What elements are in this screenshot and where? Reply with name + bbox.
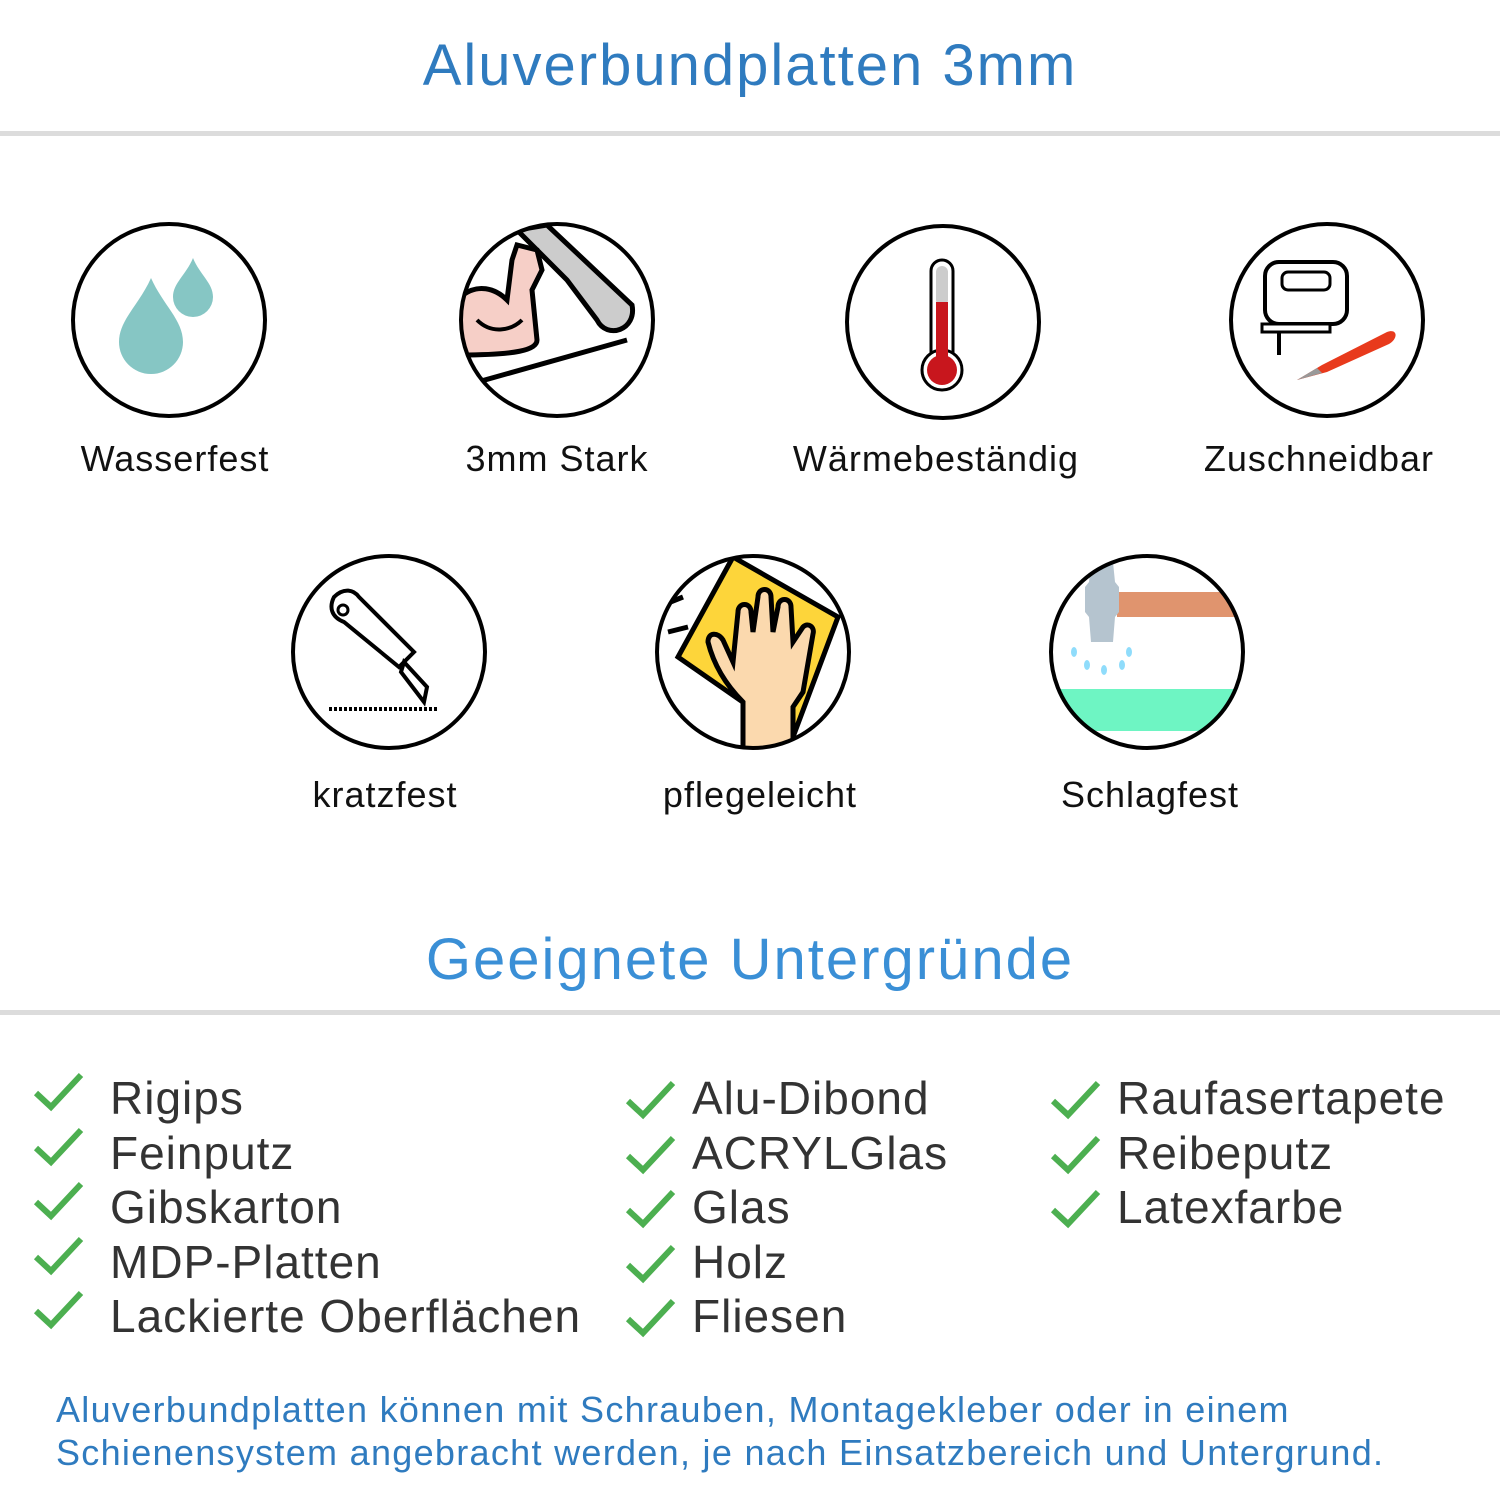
feature-label: Wasserfest [80,438,270,479]
surface-item: Rigips [110,1072,244,1124]
check-icon [33,1178,85,1222]
surface-item: Glas [692,1181,791,1233]
check-icon [625,1186,677,1230]
feature-label: 3mm Stark [465,438,649,479]
check-icon [33,1233,85,1277]
footer-line: Schienensystem angebracht werden, je nac… [56,1432,1385,1473]
surface-item: Lackierte Oberflächen [110,1290,582,1342]
surface-item: Latexfarbe [1117,1181,1345,1233]
hand-cloth-icon [653,552,853,752]
surface-item: Fliesen [692,1290,848,1342]
check-icon [625,1132,677,1176]
surface-item: MDP-Platten [110,1235,382,1288]
feature-label: pflegeleicht [662,774,858,815]
divider [0,1010,1500,1015]
feature-label: Schlagfest [1060,774,1240,815]
surface-item: Holz [692,1235,789,1288]
strong-arm-icon [457,220,657,420]
footer-note: Aluverbundplatten können mit Schrauben, … [56,1388,1476,1474]
feature-label: Wärmebeständig [792,438,1080,479]
surface-item: Feinputz [110,1126,295,1179]
check-icon [1050,1186,1102,1230]
surface-item: Alu-Dibond [692,1072,930,1124]
check-icon [625,1241,677,1285]
section-title: Geeignete Untergründe [425,927,1075,992]
surface-item: Raufasertapete [1117,1072,1446,1124]
surface-item: ACRYLGlas [692,1126,949,1179]
feature-label: Zuschneidbar [1203,438,1435,479]
jigsaw-icon [1227,220,1427,420]
water-drops-icon [69,220,269,420]
surface-item: Gibskarton [110,1181,343,1233]
feature-label: kratzfest [312,774,458,815]
check-icon [625,1295,677,1339]
footer-line: Aluverbundplatten können mit Schrauben, … [56,1389,1290,1430]
check-icon [1050,1077,1102,1121]
divider [0,131,1500,136]
page-title: Aluverbundplatten 3mm [422,33,1078,98]
hammer-icon [1047,552,1247,752]
check-icon [33,1124,85,1168]
check-icon [625,1077,677,1121]
cutter-knife-icon [289,552,489,752]
surface-item: Reibeputz [1117,1126,1334,1179]
check-icon [33,1069,85,1113]
thermometer-icon [843,222,1043,422]
check-icon [33,1287,85,1331]
check-icon [1050,1132,1102,1176]
